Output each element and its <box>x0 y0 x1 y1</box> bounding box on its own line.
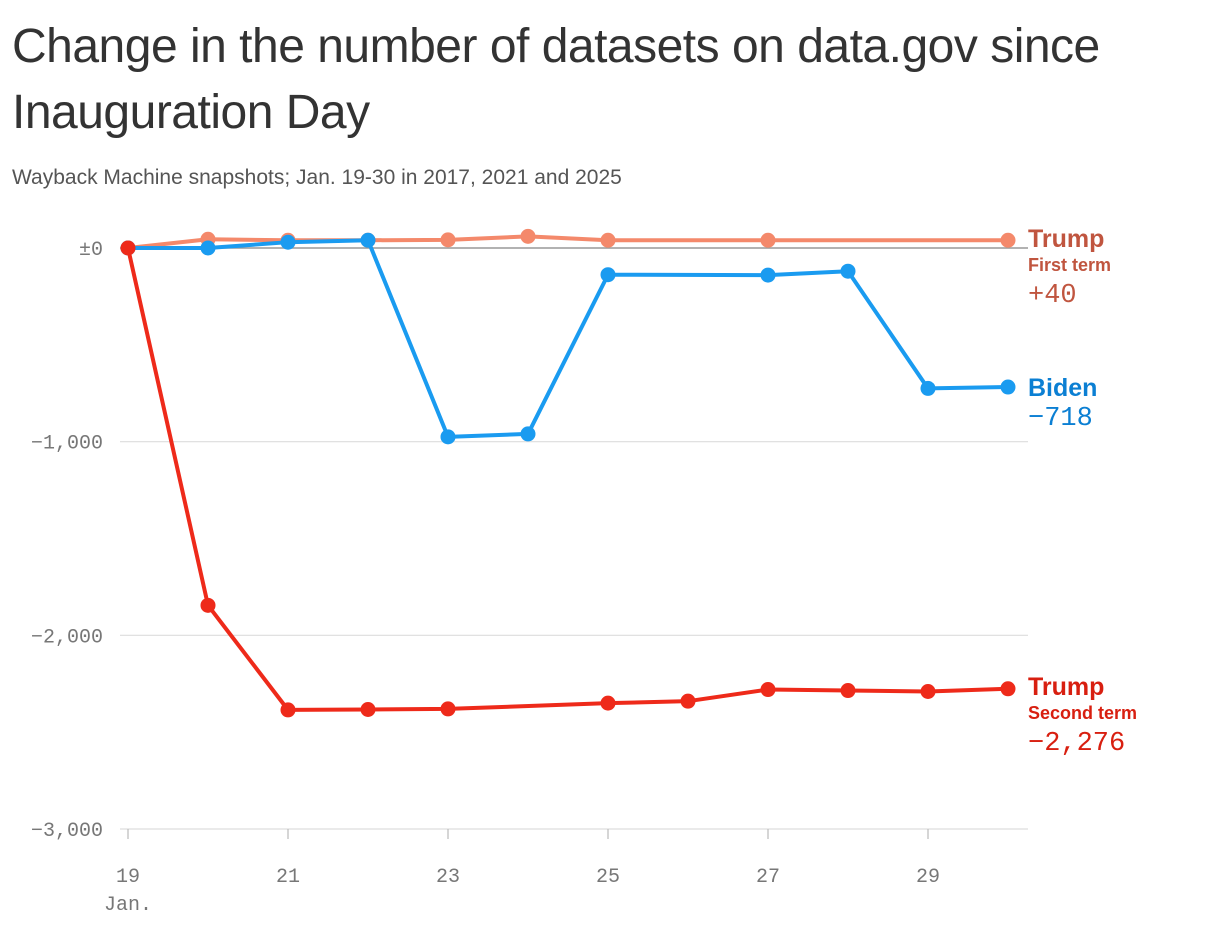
series-sublabel: Second term <box>1028 703 1137 723</box>
data-point <box>120 240 136 256</box>
data-point <box>200 597 216 613</box>
series-end-value: −2,276 <box>1028 729 1125 759</box>
x-axis-month-label: Jan. <box>104 894 152 917</box>
data-point <box>1000 681 1016 697</box>
series-sublabel: First term <box>1028 255 1111 275</box>
data-point <box>1000 232 1016 248</box>
data-point <box>680 693 696 709</box>
data-point <box>600 267 616 283</box>
series-end-value: +40 <box>1028 281 1077 311</box>
data-point <box>840 263 856 279</box>
x-tick-label: 25 <box>596 866 620 889</box>
data-point <box>280 702 296 718</box>
series-line <box>126 234 1010 250</box>
series-label: Biden <box>1028 374 1097 402</box>
y-tick-label: −2,000 <box>31 626 103 649</box>
data-point <box>440 232 456 248</box>
data-point <box>440 701 456 717</box>
x-tick-label: 23 <box>436 866 460 889</box>
series-line <box>126 238 1010 439</box>
y-tick-label: −3,000 <box>31 820 103 843</box>
chart-title: Change in the number of datasets on data… <box>12 20 1100 139</box>
series-end-value: −718 <box>1028 404 1093 434</box>
x-tick-label: 27 <box>756 866 780 889</box>
data-point <box>520 228 536 244</box>
data-point <box>360 232 376 248</box>
series-line <box>126 246 1010 712</box>
data-point <box>280 234 296 250</box>
y-tick-label: −1,000 <box>31 433 103 456</box>
y-tick-label: ±0 <box>79 239 103 262</box>
data-point <box>600 232 616 248</box>
series-label: Trump <box>1028 225 1104 253</box>
x-tick-label: 29 <box>916 866 940 889</box>
data-point <box>360 702 376 718</box>
x-tick-label: 21 <box>276 866 300 889</box>
data-point <box>760 232 776 248</box>
data-point <box>520 426 536 442</box>
data-point <box>200 240 216 256</box>
data-point <box>760 682 776 698</box>
x-tick-label: 19 <box>116 866 140 889</box>
data-point <box>840 683 856 699</box>
series-label: Trump <box>1028 673 1104 701</box>
data-point <box>600 695 616 711</box>
data-point <box>920 683 936 699</box>
data-point <box>1000 379 1016 395</box>
data-point <box>440 429 456 445</box>
chart-subtitle: Wayback Machine snapshots; Jan. 19-30 in… <box>12 166 622 189</box>
data-point <box>920 380 936 396</box>
data-point <box>760 267 776 283</box>
